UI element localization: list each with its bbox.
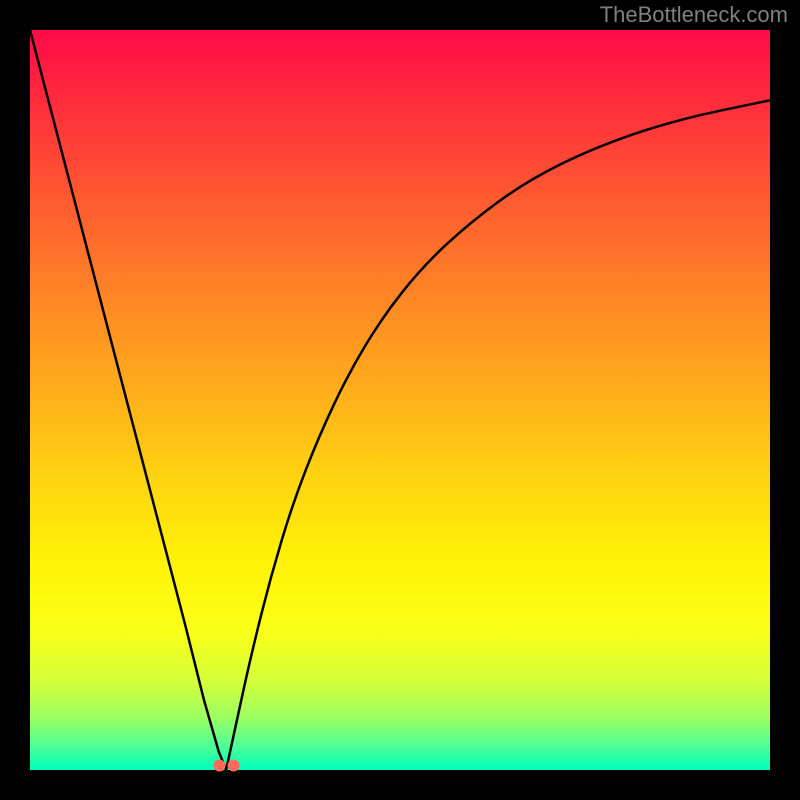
watermark-text: TheBottleneck.com bbox=[600, 2, 788, 28]
bottleneck-chart bbox=[0, 0, 800, 800]
marker-dot bbox=[228, 760, 240, 772]
marker-dot bbox=[213, 760, 225, 772]
plot-background bbox=[30, 30, 770, 770]
chart-container: TheBottleneck.com bbox=[0, 0, 800, 800]
